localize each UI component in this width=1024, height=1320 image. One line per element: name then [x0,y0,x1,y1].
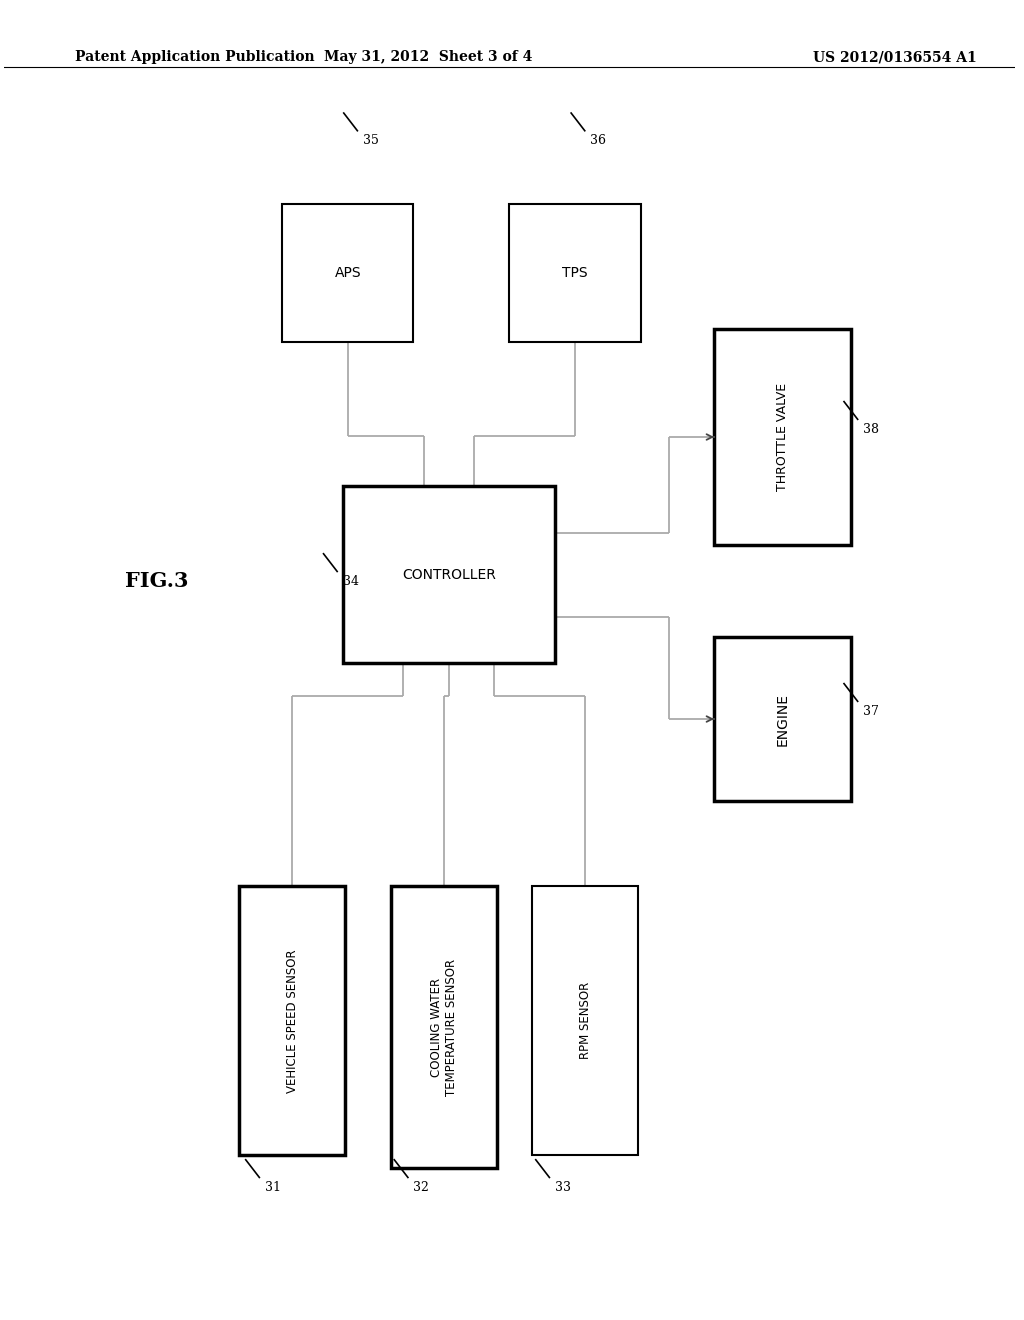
Text: RPM SENSOR: RPM SENSOR [579,982,592,1060]
FancyBboxPatch shape [282,205,414,342]
FancyBboxPatch shape [510,205,641,342]
Text: 35: 35 [362,135,379,148]
Text: 36: 36 [590,135,606,148]
Text: 31: 31 [265,1181,281,1195]
Text: FIG.3: FIG.3 [126,572,189,591]
Text: 34: 34 [343,576,358,587]
Text: THROTTLE VALVE: THROTTLE VALVE [776,383,788,491]
Text: CONTROLLER: CONTROLLER [401,568,496,582]
FancyBboxPatch shape [240,886,345,1155]
Text: 33: 33 [555,1181,570,1195]
Text: ENGINE: ENGINE [775,693,790,746]
Text: US 2012/0136554 A1: US 2012/0136554 A1 [813,50,977,65]
FancyBboxPatch shape [343,486,555,663]
Text: Patent Application Publication: Patent Application Publication [75,50,314,65]
FancyBboxPatch shape [714,638,851,801]
FancyBboxPatch shape [532,886,638,1155]
Text: COOLING WATER
TEMPERATURE SENSOR: COOLING WATER TEMPERATURE SENSOR [430,958,458,1096]
Text: May 31, 2012  Sheet 3 of 4: May 31, 2012 Sheet 3 of 4 [325,50,532,65]
Text: 38: 38 [863,422,880,436]
FancyBboxPatch shape [391,886,497,1168]
Text: VEHICLE SPEED SENSOR: VEHICLE SPEED SENSOR [286,949,299,1093]
FancyBboxPatch shape [714,329,851,545]
Text: TPS: TPS [562,267,588,280]
Text: 32: 32 [414,1181,429,1195]
Text: 37: 37 [863,705,879,718]
Text: APS: APS [335,267,361,280]
